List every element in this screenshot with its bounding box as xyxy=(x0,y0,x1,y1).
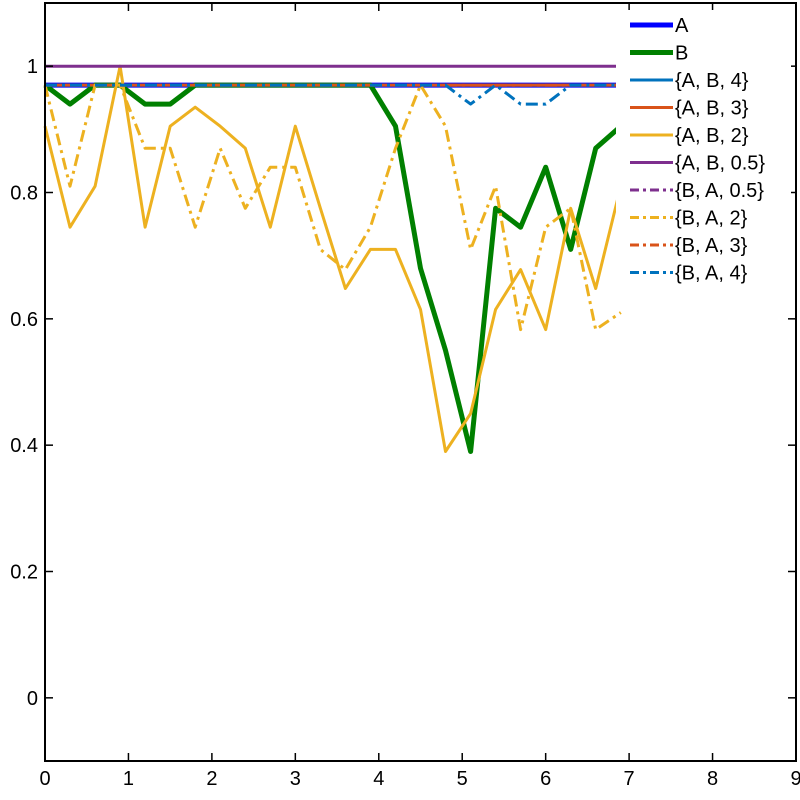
legend-label: {A, B, 3} xyxy=(675,98,749,120)
legend-label: {B, A, 4} xyxy=(675,263,748,285)
x-tick-label: 1 xyxy=(123,768,134,790)
x-tick-label: 8 xyxy=(707,768,718,790)
legend-label: {B, A, 0.5} xyxy=(675,180,764,202)
axes-frame xyxy=(44,2,797,762)
series-line-8 xyxy=(43,83,622,332)
y-tick-label: 0.6 xyxy=(10,309,38,331)
y-tick-label: 0.2 xyxy=(10,562,38,584)
tick-layer: 0 1 2 3 4 5 6 7 8 9 0 0.2 0.4 0.6 0.8 1 xyxy=(10,3,800,790)
legend-label: {B, A, 3} xyxy=(675,235,748,257)
x-tick-label: 7 xyxy=(624,768,635,790)
series-layer xyxy=(43,64,623,454)
legend-label: {B, A, 2} xyxy=(675,208,748,230)
legend: AB {A, B, 4} {A, B, 3} {A, B, 2} {A, B, 0.5}… xyxy=(616,10,791,291)
legend-label: {A, B, 4} xyxy=(675,70,749,92)
legend-label: {A, B, 2} xyxy=(675,125,749,147)
x-tick-label: 6 xyxy=(540,768,551,790)
x-tick-label: 2 xyxy=(206,768,217,790)
x-tick-label: 3 xyxy=(290,768,301,790)
y-tick-label: 0 xyxy=(27,688,38,710)
legend-label: B xyxy=(675,43,688,65)
y-tick-label: 0.8 xyxy=(10,183,38,205)
x-tick-label: 9 xyxy=(790,768,800,790)
y-tick-label: 0.4 xyxy=(10,435,38,457)
series-line-5 xyxy=(43,64,623,453)
y-tick-label: 1 xyxy=(27,56,38,78)
x-tick-label: 5 xyxy=(457,768,468,790)
legend-label: {A, B, 0.5} xyxy=(675,153,765,175)
legend-label: A xyxy=(675,15,689,37)
x-tick-label: 0 xyxy=(39,768,50,790)
x-tick-label: 4 xyxy=(373,768,384,790)
